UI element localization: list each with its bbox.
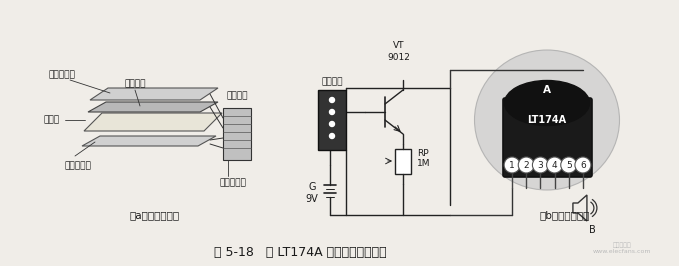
Bar: [395, 149, 411, 174]
Text: 1M: 1M: [417, 160, 430, 168]
Text: G: G: [308, 182, 316, 192]
Text: 下层薄铜箔: 下层薄铜箔: [65, 161, 92, 171]
Circle shape: [329, 134, 335, 139]
FancyBboxPatch shape: [503, 98, 592, 177]
Text: （b）报尿蜂鸣器: （b）报尿蜂鸣器: [540, 210, 590, 220]
Text: 软质双导线: 软质双导线: [219, 178, 246, 188]
Text: 5: 5: [566, 160, 572, 169]
Text: 四线插头: 四线插头: [226, 92, 248, 101]
Ellipse shape: [475, 50, 619, 190]
Circle shape: [532, 157, 549, 173]
Text: 图 5-18   用 LT174A 制作的婴儿报尿器: 图 5-18 用 LT174A 制作的婴儿报尿器: [214, 246, 386, 259]
Circle shape: [547, 157, 563, 173]
Text: 3: 3: [538, 160, 543, 169]
Text: 2: 2: [524, 160, 529, 169]
Polygon shape: [82, 136, 216, 146]
Text: 塑料薄膜: 塑料薄膜: [124, 80, 146, 89]
Circle shape: [329, 98, 335, 102]
Text: 6: 6: [580, 160, 586, 169]
Text: 四线插座: 四线插座: [321, 77, 343, 86]
Text: B: B: [589, 225, 595, 235]
Polygon shape: [84, 113, 222, 131]
Text: LT174A: LT174A: [528, 115, 566, 125]
Text: 4: 4: [552, 160, 557, 169]
Circle shape: [518, 157, 534, 173]
Text: 9V: 9V: [306, 194, 318, 204]
Circle shape: [329, 122, 335, 127]
Circle shape: [504, 157, 520, 173]
Circle shape: [575, 157, 591, 173]
Text: VT: VT: [393, 40, 405, 49]
Text: 电子发烧友
www.elecfans.com: 电子发烧友 www.elecfans.com: [593, 242, 651, 254]
Text: 上层薄铜箔: 上层薄铜箔: [49, 70, 75, 80]
Circle shape: [329, 110, 335, 114]
Text: 卫生纸: 卫生纸: [44, 115, 60, 124]
Text: RP: RP: [417, 149, 428, 159]
Polygon shape: [90, 88, 218, 100]
Text: 9012: 9012: [388, 52, 410, 61]
Polygon shape: [88, 102, 218, 112]
Bar: [223, 108, 251, 160]
Bar: [318, 90, 346, 150]
Text: A: A: [543, 85, 551, 95]
Text: 1: 1: [509, 160, 515, 169]
Text: （a）尿湿传感器: （a）尿湿传感器: [130, 210, 180, 220]
Circle shape: [561, 157, 576, 173]
Ellipse shape: [504, 81, 589, 126]
